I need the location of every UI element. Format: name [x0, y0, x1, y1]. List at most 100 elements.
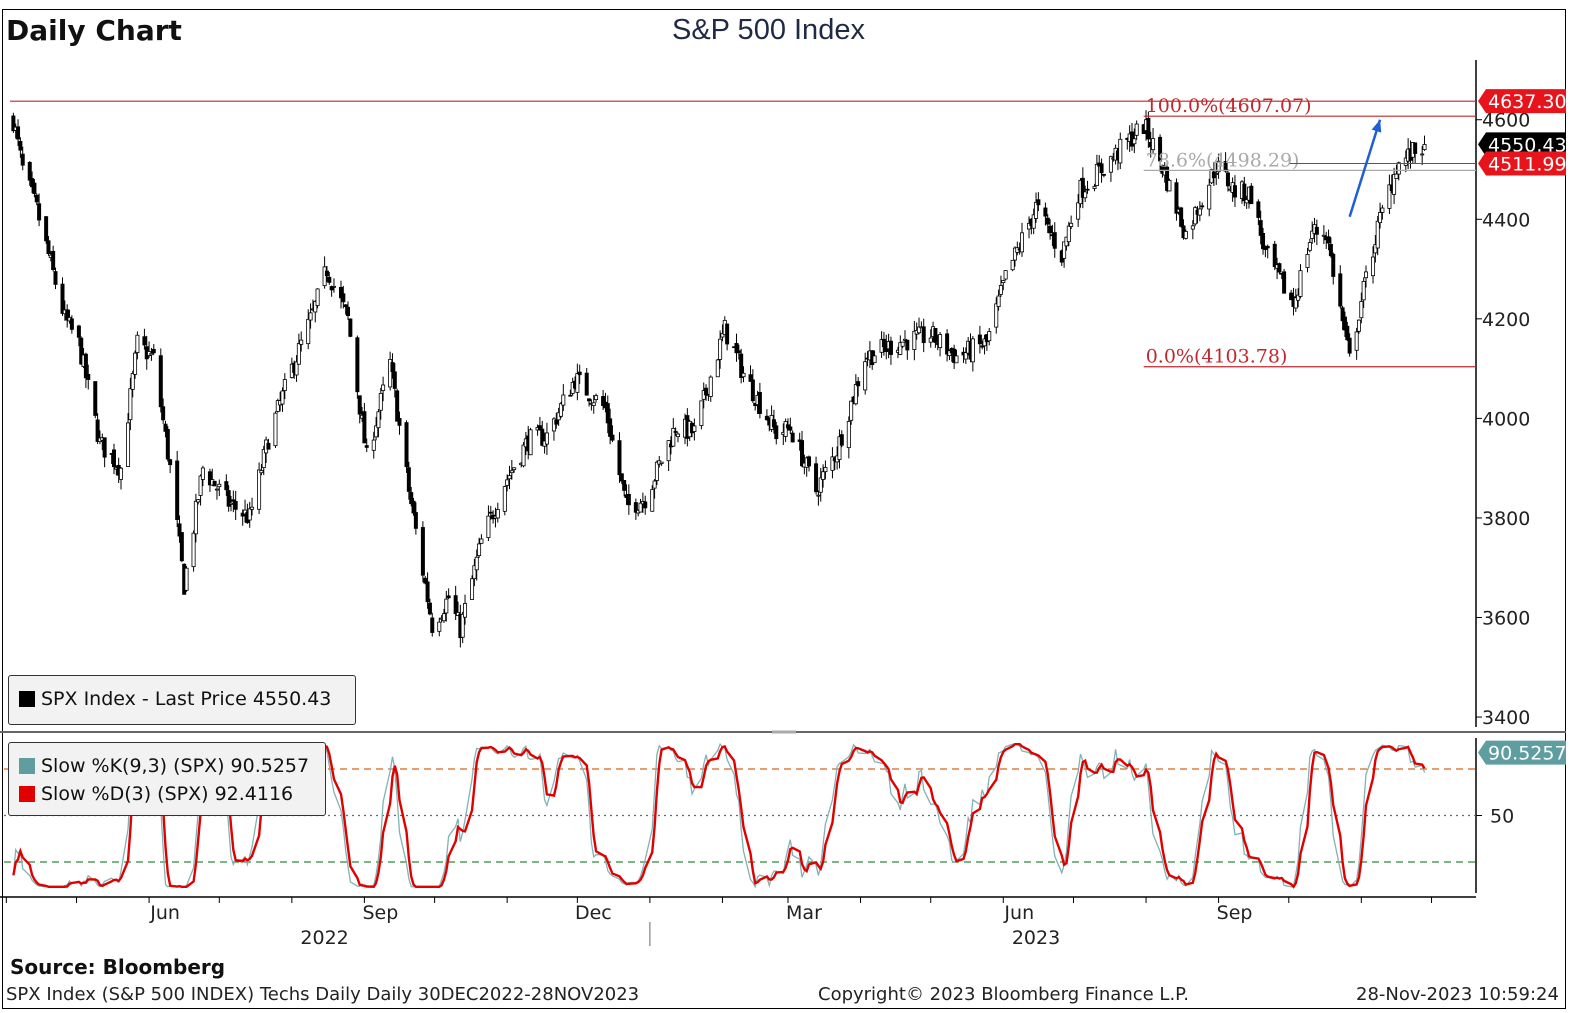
candle-body	[1012, 247, 1017, 261]
candle-body	[1361, 281, 1366, 301]
candle-body	[987, 331, 992, 342]
price-tag	[1478, 89, 1566, 114]
candle-body	[902, 338, 907, 341]
candle-body	[1305, 254, 1310, 268]
candle-body	[346, 306, 351, 317]
candle-body	[1225, 172, 1230, 187]
price-y-tick-label: 4600	[1482, 110, 1530, 132]
candle-body	[83, 353, 88, 379]
candle-body	[587, 398, 592, 402]
candle-body	[921, 326, 926, 344]
candle-body	[715, 359, 720, 378]
candle-body	[544, 432, 549, 445]
candle-body	[60, 283, 65, 314]
candle-body	[1010, 259, 1015, 271]
candle-body	[179, 532, 184, 562]
candle-body	[196, 499, 201, 503]
candle-body	[37, 203, 42, 221]
candle-body	[1197, 208, 1202, 216]
candle-body	[1108, 156, 1113, 173]
candle-body	[994, 303, 999, 328]
candle-body	[1223, 161, 1228, 172]
candle-body	[233, 501, 238, 510]
candle-body	[133, 352, 138, 375]
candle-body	[193, 500, 198, 535]
candle-body	[783, 421, 788, 437]
candle-body	[814, 463, 819, 493]
candle-body	[505, 479, 510, 486]
candle-body	[390, 362, 395, 372]
candle-body	[102, 437, 107, 458]
candle-body	[1340, 307, 1345, 322]
candle-body	[863, 361, 868, 391]
candle-body	[341, 293, 346, 303]
candle-body	[1378, 212, 1383, 224]
candle-body	[1146, 117, 1151, 140]
candle-body	[643, 501, 648, 509]
candle-body	[720, 333, 725, 338]
candle-body	[474, 556, 479, 571]
candle-body	[243, 509, 248, 515]
candle-body	[1066, 225, 1071, 243]
candle-body	[675, 433, 680, 438]
candle-body	[313, 301, 318, 313]
candle-body	[502, 486, 507, 512]
candle-body	[1375, 220, 1380, 249]
candle-body	[816, 494, 821, 497]
candle-body	[591, 402, 596, 406]
candle-body	[1211, 171, 1216, 179]
candle-body	[980, 345, 985, 348]
candle-body	[488, 511, 493, 514]
candle-body	[652, 480, 657, 489]
candle-body	[1314, 226, 1319, 235]
candle-body	[928, 337, 933, 343]
candle-body	[184, 567, 189, 591]
candle-body	[1118, 138, 1123, 164]
stoch-value-tag	[1478, 740, 1566, 765]
candle-body	[18, 140, 23, 151]
candle-body	[111, 449, 116, 468]
chart-title: S&P 500 Index	[672, 14, 865, 46]
candle-body	[472, 565, 477, 580]
candle-body	[79, 337, 84, 365]
candle-body	[575, 373, 580, 393]
candle-body	[898, 342, 903, 355]
candle-body	[800, 440, 805, 467]
candle-body	[46, 240, 51, 255]
k-legend-label: Slow %K(9,3) (SPX) 90.5257	[41, 755, 310, 777]
candle-body	[558, 403, 563, 417]
candle-body	[1232, 185, 1237, 198]
candle-body	[460, 613, 465, 638]
trend-arrow	[1348, 119, 1382, 218]
candle-body	[381, 384, 386, 391]
candle-body	[479, 538, 484, 544]
candle-body	[888, 340, 893, 355]
candle-body	[528, 429, 533, 456]
candle-body	[846, 421, 851, 449]
candle-body	[1036, 199, 1041, 206]
candle-body	[282, 379, 287, 391]
candle-body	[329, 286, 334, 291]
candle-body	[610, 434, 615, 441]
price-tag	[1478, 151, 1566, 176]
footer-security: SPX Index (S&P 500 INDEX) Techs Daily Da…	[6, 984, 640, 1005]
candle-body	[406, 467, 411, 492]
candle-body	[65, 309, 70, 321]
candle-body	[748, 374, 753, 382]
candle-body	[343, 304, 348, 308]
candle-body	[331, 285, 336, 288]
candle-body	[954, 355, 959, 364]
candle-body	[638, 502, 643, 513]
candle-body	[226, 490, 231, 507]
candle-body	[149, 352, 154, 356]
candle-body	[1387, 184, 1392, 209]
candle-body	[633, 502, 638, 513]
candle-body	[561, 394, 566, 406]
candle-body	[807, 456, 812, 467]
candle-body	[659, 461, 664, 464]
candle-body	[224, 481, 229, 491]
footer-copyright: Copyright© 2023 Bloomberg Finance L.P.	[818, 984, 1189, 1005]
candle-body	[486, 515, 491, 539]
candle-body	[348, 318, 353, 337]
candle-body	[1200, 205, 1205, 208]
